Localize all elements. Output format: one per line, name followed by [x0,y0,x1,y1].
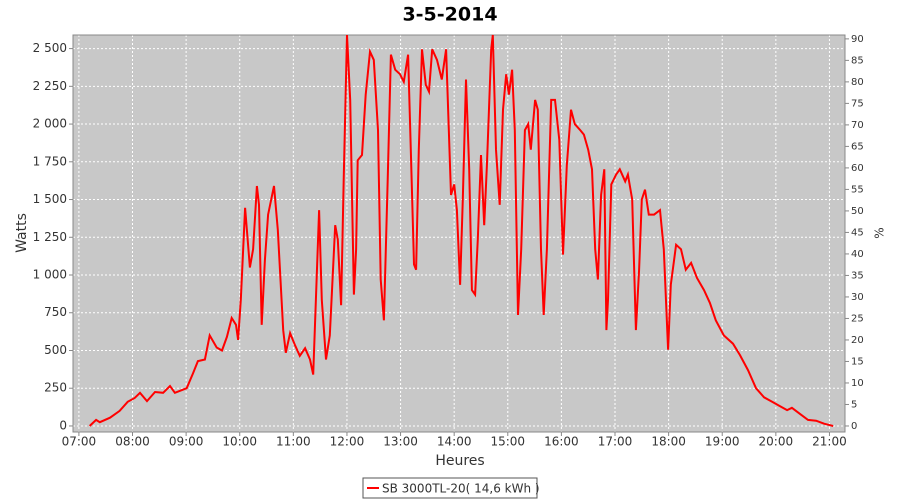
y2-tick-label: 75 [851,98,864,109]
x-tick-label: 15:00 [490,435,525,449]
plot-area [73,35,845,432]
y-tick-label: 1 250 [33,230,67,244]
y-tick-label: 0 [59,418,67,432]
chart-title: 3-5-2014 [402,4,497,26]
x-tick-label: 08:00 [115,435,150,449]
y2-tick-label: 85 [851,55,864,66]
y2-tick-label: 65 [851,141,864,152]
y-tick-label: 250 [44,381,67,395]
y2-tick-label: 90 [851,34,864,45]
y2-tick-label: 30 [851,292,864,303]
x-tick-label: 10:00 [222,435,257,449]
y-tick-label: 500 [44,343,67,357]
y2-tick-label: 40 [851,249,864,260]
x-tick-label: 09:00 [169,435,204,449]
x-tick-label: 14:00 [437,435,472,449]
legend [362,477,538,499]
y-tick-label: 1 500 [33,192,67,206]
y2-tick-label: 60 [851,163,864,174]
x-tick-label: 18:00 [651,435,686,449]
y2-tick-label: 0 [851,421,857,432]
y-tick-label: 2 500 [33,41,67,55]
y2-tick-label: 70 [851,120,864,131]
series-line [88,34,834,427]
legend-label: SB 3000TL-20( 14,6 kWh ) [382,482,540,496]
x-tick-label: 20:00 [759,435,794,449]
y2-tick-label: 15 [851,356,864,367]
x-tick-label: 12:00 [330,435,365,449]
y2-tick-label: 80 [851,77,864,88]
y-tick-label: 750 [44,305,67,319]
plot-border [72,34,846,433]
y2-tick-label: 5 [851,399,857,410]
y-axis-label: Watts [14,213,30,253]
x-axis-label: Heures [435,453,484,469]
y2-axis-label: % [873,227,887,238]
y2-tick-label: 45 [851,227,864,238]
y2-tick-label: 25 [851,313,864,324]
y-tick-label: 2 000 [33,117,67,131]
y-tick-label: 2 250 [33,79,67,93]
x-tick-label: 17:00 [598,435,633,449]
y2-tick-label: 35 [851,270,864,281]
y-tick-label: 1 000 [33,268,67,282]
y-tick-label: 1 750 [33,154,67,168]
x-tick-label: 11:00 [276,435,311,449]
x-tick-label: 19:00 [705,435,740,449]
x-tick-label: 13:00 [383,435,418,449]
y2-tick-label: 20 [851,335,864,346]
y2-tick-label: 55 [851,184,864,195]
y2-tick-label: 10 [851,378,864,389]
x-tick-label: 16:00 [544,435,579,449]
x-tick-label: 07:00 [62,435,97,449]
y2-tick-label: 50 [851,206,864,217]
x-tick-label: 21:00 [812,435,847,449]
